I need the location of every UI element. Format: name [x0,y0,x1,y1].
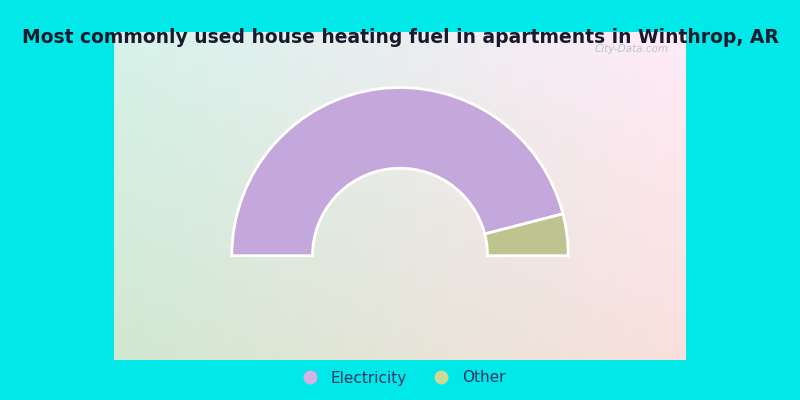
Text: City-Data.com: City-Data.com [595,44,669,54]
Legend: Electricity, Other: Electricity, Other [290,366,510,390]
Text: Most commonly used house heating fuel in apartments in Winthrop, AR: Most commonly used house heating fuel in… [22,28,778,47]
Wedge shape [232,88,563,256]
Wedge shape [485,214,568,256]
